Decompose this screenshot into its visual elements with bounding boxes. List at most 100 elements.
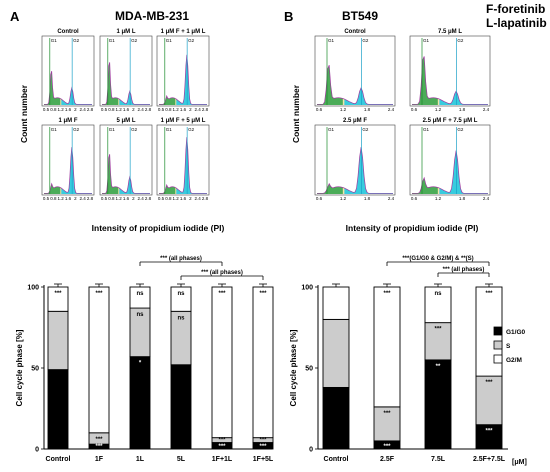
histogram-g1-peak — [317, 65, 343, 105]
histogram-x-tick: 2.8 — [145, 107, 152, 112]
legend-swatch — [493, 326, 503, 336]
histogram-label: 2.5 μM F — [343, 118, 367, 124]
g1-gate-label: G1 — [109, 127, 116, 132]
histogram-x-tick: 0.8 — [165, 196, 172, 201]
histogram-label: Control — [344, 29, 366, 35]
y-tick-label: 0 — [35, 447, 39, 454]
histogram-x-tick: 1.2 — [58, 107, 65, 112]
histogram-g1-peak — [412, 56, 438, 105]
histogram-frame — [314, 124, 396, 196]
significance-label: *** — [434, 327, 442, 333]
histogram-label: 2.5 μM F + 7.5 μM L — [423, 118, 478, 124]
g2-gate-label: G2 — [131, 38, 138, 43]
histogram-panel: 1 μM LG1 G2 0.5 0.8 1.2 1.6 2 2.4 2.8 — [99, 29, 153, 112]
histogram-curve — [102, 62, 150, 105]
histogram-x-tick: 2 — [132, 196, 135, 201]
histogram-x-tick: 0.5 — [43, 196, 50, 201]
bar-segment — [373, 286, 401, 408]
x-category-label: 1L — [136, 456, 145, 463]
legend-label: G2/M — [506, 357, 522, 364]
y-tick-label: 100 — [27, 285, 39, 292]
histogram-x-tick: 2.4 — [483, 196, 490, 201]
bar-segment — [424, 286, 452, 324]
y-tick-label: 50 — [31, 366, 39, 373]
histogram-x-tick: 2.8 — [202, 107, 209, 112]
histogram-x-tick: 1.6 — [65, 196, 72, 201]
histogram-x-tick: 0.6 — [411, 107, 418, 112]
bracket-label: ***(G1/G0 & G2/M) & **(S) — [402, 256, 473, 262]
y-tick-label: 50 — [305, 366, 313, 373]
significance-label: *** — [95, 291, 103, 297]
x-category-label: Control — [324, 456, 349, 463]
bar-segment — [424, 322, 452, 361]
histogram-x-tick: 2.4 — [80, 196, 87, 201]
g1-gate-label: G1 — [423, 38, 430, 43]
histogram-label: 1 μM F + 1 μM L — [161, 29, 206, 35]
x-category-label: 2.5F — [380, 456, 395, 463]
significance-label: *** — [54, 291, 62, 297]
histogram-x-tick: 2.4 — [80, 107, 87, 112]
histogram-g2-peak — [119, 91, 150, 105]
histogram-x-tick: 2.4 — [388, 196, 395, 201]
histogram-x-tick: 1.2 — [435, 196, 442, 201]
g2-gate-label: G2 — [131, 127, 138, 132]
histogram-curve — [412, 56, 488, 105]
histogram-x-tick: 1.2 — [340, 107, 347, 112]
histogram-panel: 2.5 μM F + 7.5 μM L G1 G2 0.6 1.2 1.8 2.4 — [409, 118, 491, 201]
histogram-x-tick: 1.8 — [364, 196, 371, 201]
bar-segment — [129, 356, 151, 450]
histogram-x-tick: 1.2 — [173, 107, 180, 112]
significance-label: *** — [383, 411, 391, 417]
g2-gate-label: G2 — [73, 127, 80, 132]
panel-b-title: BT549 — [342, 9, 378, 23]
significance-label: *** — [218, 291, 226, 297]
legend-swatch — [493, 354, 503, 364]
histogram-x-tick: 0.5 — [43, 107, 50, 112]
histogram-x-tick: 0.6 — [411, 196, 418, 201]
histogram-g2-peak — [119, 176, 150, 194]
histogram-x-tick: 2 — [74, 196, 77, 201]
hist-b-ylabel: Count number — [291, 84, 301, 143]
histogram-label: 7.5 μM L — [438, 29, 462, 35]
histogram-curve — [159, 54, 207, 105]
histogram-x-tick: 2 — [189, 107, 192, 112]
histogram-x-tick: 1.2 — [435, 107, 442, 112]
g2-gate-label: G2 — [188, 127, 195, 132]
bar-segment — [47, 310, 69, 371]
histogram-x-tick: 1.6 — [123, 196, 130, 201]
histogram-panel: 2.5 μM F G1 G2 0.6 1.2 1.8 2.4 — [314, 118, 396, 201]
bar-segment — [211, 286, 233, 439]
histogram-frame — [41, 124, 95, 196]
x-category-label: 1F+1L — [212, 456, 233, 463]
histogram-x-tick: 2.4 — [483, 107, 490, 112]
histogram-x-tick: 2 — [189, 196, 192, 201]
histogram-x-tick: 1.6 — [123, 107, 130, 112]
histogram-curve — [44, 71, 92, 105]
significance-label: *** — [218, 438, 226, 444]
histogram-g2-peak — [344, 87, 393, 105]
histogram-x-tick: 0.8 — [165, 107, 172, 112]
g1-gate-label: G1 — [423, 127, 430, 132]
x-category-label: 2.5F+7.5L — [473, 456, 506, 463]
significance-label: *** — [485, 380, 493, 386]
histogram-x-tick: 0.6 — [316, 196, 323, 201]
histogram-label: 1 μM F + 5 μM L — [161, 118, 206, 124]
histogram-x-tick: 0.8 — [108, 107, 115, 112]
histogram-x-tick: 1.6 — [180, 196, 187, 201]
bar-segment — [322, 286, 350, 320]
y-axis-label: Cell cycle phase [%] — [15, 329, 24, 406]
histogram-panel: 1 μM FG1 G2 0.5 0.8 1.2 1.6 2 2.4 2.8 — [41, 118, 95, 201]
histogram-label: 1 μM F — [58, 118, 77, 124]
histogram-x-tick: 2.4 — [195, 196, 202, 201]
g1-gate-label: G1 — [328, 127, 335, 132]
y-axis-label: Cell cycle phase [%] — [289, 329, 298, 406]
histogram-label: 5 μM L — [116, 118, 135, 124]
unit-label: [μM] — [512, 459, 527, 466]
histogram-frame — [156, 124, 210, 196]
histogram-x-tick: 2.4 — [388, 107, 395, 112]
significance-label: *** — [218, 444, 226, 450]
histogram-x-tick: 2.8 — [87, 196, 94, 201]
significance-label: * — [139, 361, 142, 367]
